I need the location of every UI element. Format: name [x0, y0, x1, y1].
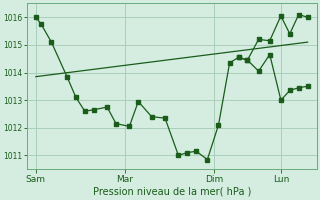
X-axis label: Pression niveau de la mer( hPa ): Pression niveau de la mer( hPa )	[92, 187, 251, 197]
